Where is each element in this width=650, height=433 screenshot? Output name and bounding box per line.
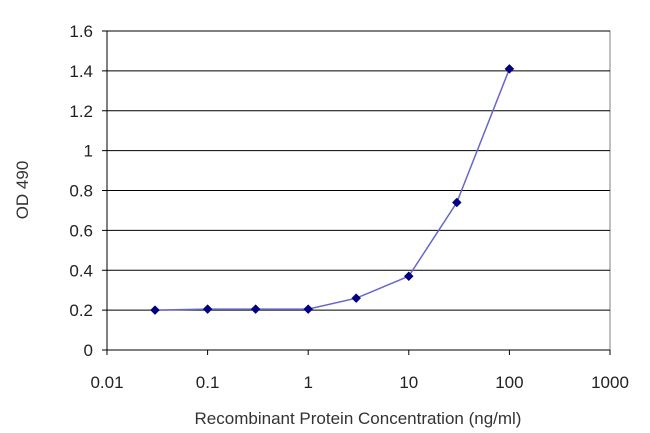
series-group xyxy=(150,64,515,315)
x-axis-tick-labels: 0.01 0.1 1 10 100 1000 xyxy=(90,373,628,392)
y-tick-label: 0.6 xyxy=(69,221,93,240)
y-tick-label: 1.2 xyxy=(69,102,93,121)
x-tick-label: 1000 xyxy=(591,373,629,392)
y-tick-label: 1.4 xyxy=(69,62,93,81)
y-axis-title: OD 490 xyxy=(13,161,32,220)
x-tick-label: 1 xyxy=(303,373,312,392)
data-point-marker xyxy=(351,293,362,304)
data-point-marker xyxy=(504,64,515,74)
y-tick-label: 1 xyxy=(84,142,93,161)
x-tick-label: 100 xyxy=(495,373,523,392)
data-point-marker xyxy=(303,304,314,314)
x-tick-label: 10 xyxy=(399,373,418,392)
y-axis-tick-labels: 0 0.2 0.4 0.6 0.8 1 1.2 1.4 1.6 xyxy=(69,22,93,360)
data-point-marker xyxy=(451,197,462,208)
y-tick-label: 0 xyxy=(84,341,93,360)
x-tick-label: 0.1 xyxy=(196,373,220,392)
x-tick-label: 0.01 xyxy=(90,373,123,392)
data-point-marker xyxy=(150,305,160,315)
y-tick-label: 0.2 xyxy=(69,301,93,320)
data-point-marker xyxy=(250,304,261,314)
data-point-marker xyxy=(202,304,213,314)
y-tick-label: 0.8 xyxy=(69,182,93,201)
x-axis-title: Recombinant Protein Concentration (ng/ml… xyxy=(195,409,522,428)
y-tick-label: 0.4 xyxy=(69,261,93,280)
y-tick-label: 1.6 xyxy=(69,22,93,41)
data-point-marker xyxy=(403,271,414,282)
axes xyxy=(102,30,611,355)
series-line xyxy=(154,68,511,311)
